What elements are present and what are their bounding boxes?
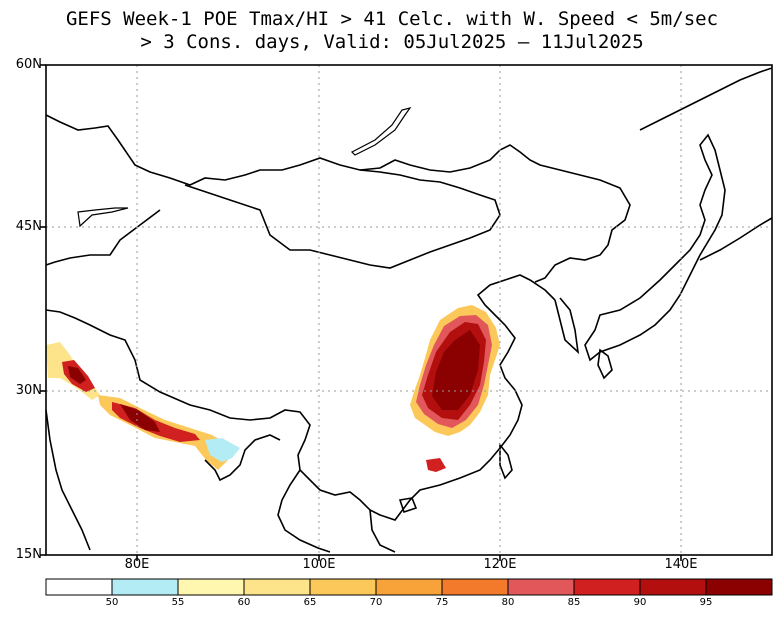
lat-label-15n: 15N [15,547,42,562]
lat-label-60n: 60N [15,57,42,72]
axis-ticks [40,64,682,561]
color-bar-swatch [111,578,179,596]
color-bar-swatch [309,578,377,596]
lon-label-120e: 120E [483,557,517,572]
lat-label-30n: 30N [15,383,42,398]
color-bar-label: 50 [105,597,119,608]
color-bar-label: 75 [435,597,449,608]
color-bar-label: 60 [237,597,251,608]
color-bar-swatch [639,578,707,596]
color-bar-label: 55 [171,597,185,608]
color-bar-swatch [441,578,509,596]
color-bar [45,578,773,596]
gridlines [46,65,772,555]
color-bar-label: 85 [567,597,581,608]
color-bar-swatch [507,578,575,596]
lon-label-140e: 140E [664,557,698,572]
color-bar-label: 65 [303,597,317,608]
color-bar-swatch [705,578,773,596]
heat-region-east-china-max [432,330,480,410]
color-bar-swatch [375,578,443,596]
color-bar-swatch [243,578,311,596]
color-bar-label: 80 [501,597,515,608]
heat-shading [46,305,500,472]
map-frame [45,64,773,556]
color-bar-swatch [45,578,113,596]
lat-label-45n: 45N [15,219,42,234]
heat-region-ganges-edge [205,438,240,462]
color-bar-label: 90 [633,597,647,608]
coastlines [45,67,773,553]
heat-region-south-china [426,458,446,472]
heat-region-pakistan-max [68,366,86,384]
map-title-line-1: GEFS Week-1 POE Tmax/HI > 41 Celc. with … [65,8,719,30]
color-bar-swatch [573,578,641,596]
lon-label-100e: 100E [302,557,336,572]
heat-region-ganges-max [120,404,160,432]
lon-label-80e: 80E [124,557,150,572]
color-bar-swatch [177,578,245,596]
color-bar-label: 95 [699,597,713,608]
map-title-line-2: > 3 Cons. days, Valid: 05Jul2025 – 11Jul… [140,31,644,53]
color-bar-label: 70 [369,597,383,608]
